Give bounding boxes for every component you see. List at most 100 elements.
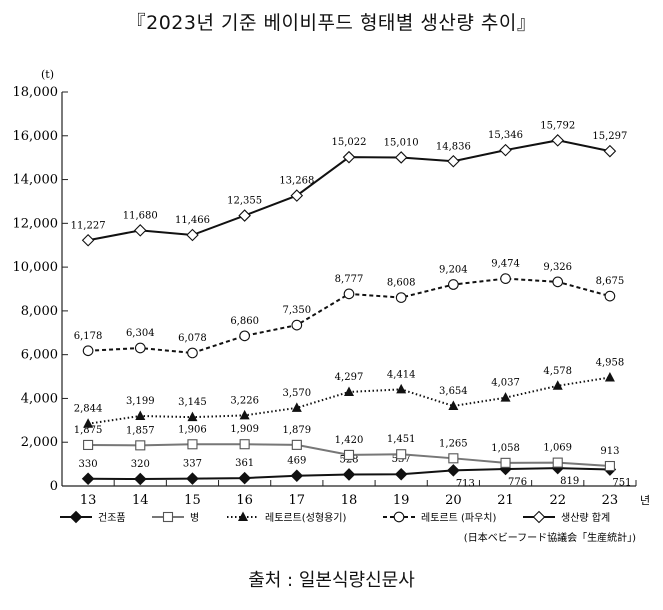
data-label: 751 xyxy=(612,478,631,489)
data-point xyxy=(187,347,198,359)
data-label: 13,268 xyxy=(279,176,314,187)
data-point xyxy=(500,392,511,402)
data-point xyxy=(604,460,615,472)
data-label: 1,879 xyxy=(282,425,311,436)
y-tick-label: 12,000 xyxy=(13,216,59,231)
data-label: 8,608 xyxy=(387,278,416,289)
data-point xyxy=(186,228,199,242)
data-label: 776 xyxy=(508,477,527,488)
data-label: 1,069 xyxy=(543,443,572,454)
x-unit-label: 년 xyxy=(640,494,650,507)
data-point xyxy=(551,134,565,147)
x-tick-label: 16 xyxy=(236,493,253,508)
data-point xyxy=(499,143,512,157)
data-label: 9,204 xyxy=(439,265,468,276)
data-label: 15,297 xyxy=(592,131,627,142)
legend-item-1: 병 xyxy=(152,511,199,524)
x-tick-label: 13 xyxy=(80,493,97,508)
series-0: 330320337361469528537713776819751 xyxy=(79,454,632,489)
data-label: 6,860 xyxy=(230,316,259,327)
data-point xyxy=(603,144,617,158)
data-label: 12,355 xyxy=(227,196,262,207)
y-tick-label: 4,000 xyxy=(21,391,58,406)
data-point xyxy=(396,449,407,460)
data-label: 11,227 xyxy=(71,220,106,231)
data-point xyxy=(604,371,615,382)
data-label: 1,265 xyxy=(439,438,468,449)
data-point xyxy=(448,400,459,411)
series-4: 11,227 11,680 11,466 12,355 13,268 15,022 15,0… xyxy=(71,120,627,247)
data-point xyxy=(343,288,355,300)
legend-item-0: 건조품 xyxy=(60,510,126,524)
data-point xyxy=(239,439,250,450)
data-point xyxy=(187,411,198,422)
data-point xyxy=(604,290,616,302)
data-label: 3,654 xyxy=(439,386,468,397)
data-label: 8,675 xyxy=(596,276,625,287)
data-label: 8,777 xyxy=(335,274,364,285)
series-1: 1,875 1,857 1,906 1,909 1,879 1,420 1,451 1,265… xyxy=(74,424,619,472)
data-label: 11,466 xyxy=(175,215,210,226)
y-tick-label: 14,000 xyxy=(13,173,59,188)
x-tick-label: 19 xyxy=(393,493,410,508)
data-label: 4,414 xyxy=(387,369,416,380)
data-label: 3,570 xyxy=(282,388,311,399)
x-tick-label: 14 xyxy=(132,493,149,508)
data-label: 320 xyxy=(131,459,150,470)
y-tick-label: 0 xyxy=(50,479,58,494)
data-point xyxy=(552,380,563,390)
data-point xyxy=(343,449,355,460)
data-point xyxy=(291,319,303,331)
data-point xyxy=(291,439,302,450)
data-label: 4,578 xyxy=(543,366,572,377)
legend-label: 레토르트 (파우치) xyxy=(421,512,496,524)
legend-marker xyxy=(532,510,546,524)
data-point xyxy=(447,464,460,477)
data-label: 1,058 xyxy=(491,443,520,454)
legend-item-3: 레토르트 (파우치) xyxy=(383,511,496,524)
data-label: 3,226 xyxy=(230,395,259,406)
data-label: 11,680 xyxy=(123,210,158,221)
data-point xyxy=(394,467,408,481)
y-unit-label: (t) xyxy=(41,68,54,81)
series-3: 6,178 6,304 6,078 6,860 7,350 8,777 8,608 9,204… xyxy=(74,259,625,359)
chart-source-note: (日本ベビーフード協議会「生産統計」) xyxy=(464,531,636,544)
data-point xyxy=(448,279,459,290)
data-label: 361 xyxy=(235,458,254,469)
data-point xyxy=(238,471,251,485)
legend-marker xyxy=(393,511,405,523)
data-label: 15,010 xyxy=(384,137,419,148)
data-label: 337 xyxy=(183,459,202,470)
data-point xyxy=(133,472,147,486)
x-tick-label: 18 xyxy=(341,493,358,508)
data-label: 4,958 xyxy=(596,357,625,368)
data-label: 7,350 xyxy=(282,305,311,316)
y-tick-label: 18,000 xyxy=(13,85,59,100)
data-label: 9,474 xyxy=(491,259,520,270)
y-tick-label: 2,000 xyxy=(21,435,58,450)
y-tick-label: 8,000 xyxy=(21,304,58,319)
data-point xyxy=(186,472,199,485)
legend-label: 건조품 xyxy=(98,512,126,524)
data-point xyxy=(291,402,302,412)
data-point xyxy=(344,386,354,396)
data-point xyxy=(135,440,146,451)
data-label: 4,037 xyxy=(491,378,520,389)
data-label: 330 xyxy=(79,459,98,470)
data-label: 2,844 xyxy=(74,404,103,415)
data-point xyxy=(552,457,563,468)
x-tick-label: 21 xyxy=(497,493,514,508)
data-label: 819 xyxy=(560,476,579,487)
data-label: 1,857 xyxy=(126,425,155,436)
data-label: 6,078 xyxy=(178,333,207,344)
y-tick-label: 10,000 xyxy=(13,260,59,275)
data-point xyxy=(342,468,356,481)
data-label: 3,199 xyxy=(126,396,155,407)
data-point xyxy=(134,342,146,354)
x-tick-label: 20 xyxy=(445,493,462,508)
data-label: 14,836 xyxy=(436,141,471,152)
series-2: 2,844 3,199 3,145 3,226 3,570 4,297 4,414 3,654… xyxy=(74,357,625,428)
data-point xyxy=(81,472,95,486)
data-label: 4,297 xyxy=(335,372,364,383)
